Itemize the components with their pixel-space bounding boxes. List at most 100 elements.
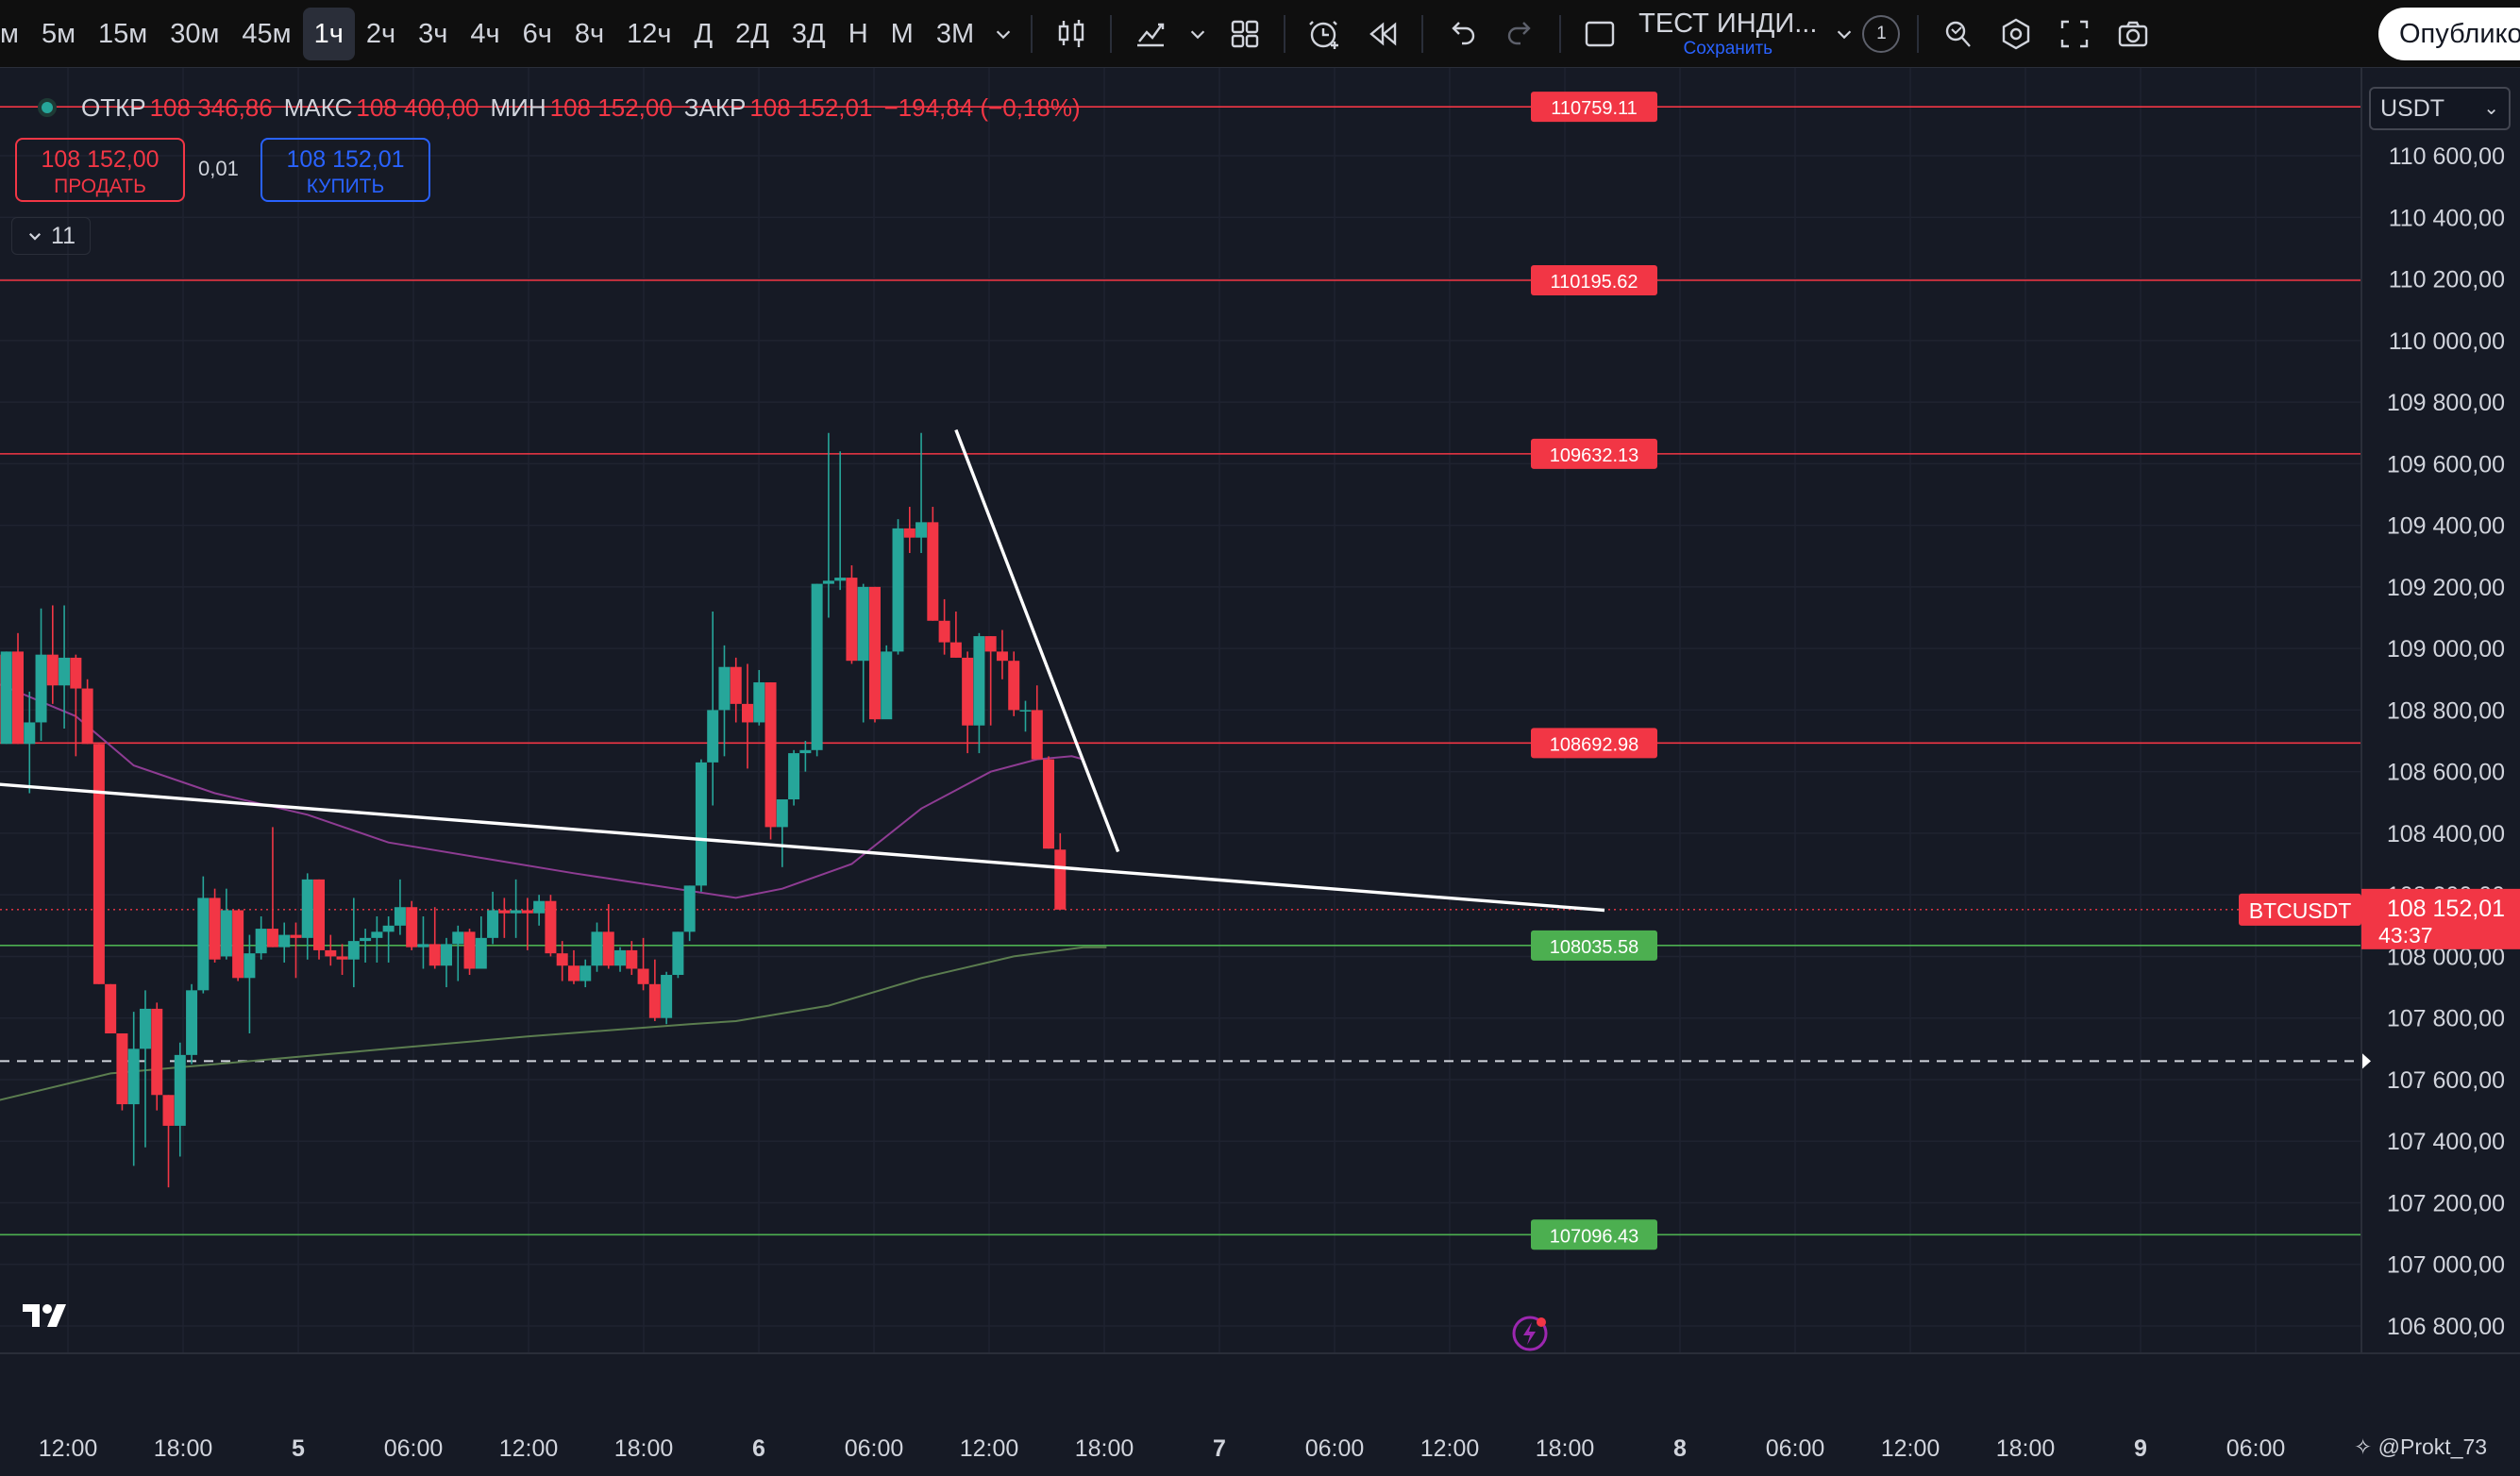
- y-tick-label: 108 400,00: [2387, 821, 2505, 847]
- undo-icon[interactable]: [1433, 8, 1491, 60]
- alert-icon[interactable]: [1295, 8, 1353, 60]
- y-tick-label: 110 200,00: [2389, 267, 2505, 294]
- timeframe-10[interactable]: 8ч: [574, 18, 605, 49]
- chevron-down-icon[interactable]: [985, 8, 1021, 60]
- timeframe-17[interactable]: 3М: [935, 18, 975, 49]
- candle-body: [949, 642, 962, 658]
- x-tick-label: 12:00: [960, 1435, 1019, 1462]
- y-tick-label: 107 600,00: [2387, 1067, 2505, 1094]
- level-tag: [1531, 438, 1657, 469]
- symbol-tag-label: BTCUSDT: [2249, 898, 2352, 923]
- candle-body: [984, 636, 997, 652]
- horizontal-levels[interactable]: [0, 106, 2371, 1236]
- replay-icon[interactable]: [1353, 8, 1412, 60]
- candle-body: [336, 956, 348, 960]
- buy-button[interactable]: 108 152,01 КУПИТЬ: [260, 138, 430, 202]
- timeframe-1[interactable]: 5м: [41, 18, 76, 49]
- timeframe-7[interactable]: 3ч: [418, 18, 448, 49]
- timeframe-3[interactable]: 30м: [170, 18, 220, 49]
- lightning-alert-icon[interactable]: [1510, 1314, 1550, 1353]
- spread-value: 0,01: [198, 157, 239, 180]
- separator: [1110, 14, 1113, 53]
- layout-icon[interactable]: [1571, 8, 1629, 60]
- search-icon[interactable]: [1928, 8, 1987, 60]
- candle-body: [648, 983, 661, 1018]
- publish-button[interactable]: Опубликовать: [2378, 8, 2520, 60]
- author-name: @Prokt_73: [2377, 1434, 2488, 1459]
- open-value: 108 346,86: [149, 92, 273, 122]
- time-axis[interactable]: 12:00 18:00 5 06:00 12:00 18:00 6 06:00 12:00 18:…: [0, 1352, 2520, 1476]
- candle-body: [776, 799, 788, 828]
- timeframe-13[interactable]: 2Д: [735, 18, 769, 49]
- timeframe-11[interactable]: 12ч: [627, 18, 672, 49]
- candle-body: [1031, 710, 1043, 760]
- price-axis[interactable]: 110 600,00 110 400,00 110 200,00 110 000,00…: [2360, 68, 2505, 1353]
- candles-icon[interactable]: [1042, 8, 1100, 60]
- trendlines[interactable]: [0, 428, 1605, 913]
- x-tick-label: 06:00: [1305, 1435, 1365, 1462]
- legend-collapse-button[interactable]: 11: [11, 217, 91, 255]
- x-tick-label: 18:00: [154, 1435, 213, 1462]
- redo-icon[interactable]: [1491, 8, 1550, 60]
- timeframe-5[interactable]: 1ч: [302, 7, 355, 60]
- candle-body: [753, 682, 765, 723]
- timeframe-14[interactable]: 3Д: [791, 18, 826, 49]
- timeframe-9[interactable]: 6ч: [522, 18, 552, 49]
- chevron-down-icon[interactable]: [1180, 8, 1216, 60]
- candle-body: [834, 578, 847, 581]
- timeframe-0[interactable]: м: [0, 18, 19, 49]
- market-status-dot: [38, 98, 57, 117]
- currency-select[interactable]: USDT ⌄: [2369, 87, 2511, 130]
- timeframe-4[interactable]: 45м: [242, 18, 292, 49]
- timeframe-12[interactable]: Д: [694, 18, 714, 49]
- author-watermark: ✧ @Prokt_73: [2354, 1434, 2487, 1460]
- candle-body: [1019, 710, 1032, 712]
- separator: [1421, 14, 1424, 53]
- timeframe-2[interactable]: 15м: [98, 18, 148, 49]
- candle-body: [105, 983, 117, 1034]
- sell-label: ПРОДАТЬ: [54, 176, 146, 197]
- indicator-name-label: ТЕСТ ИНДИ...: [1638, 8, 1818, 39]
- candle-body: [811, 583, 823, 750]
- candle-body: [591, 931, 603, 966]
- buy-price: 108 152,01: [286, 146, 405, 173]
- ma-short-line: [0, 683, 1084, 899]
- sell-button[interactable]: 108 152,00 ПРОДАТЬ: [15, 138, 185, 202]
- level-tag-label: 109632.13: [1550, 445, 1639, 466]
- x-tick-label: 12:00: [499, 1435, 559, 1462]
- candle-body: [255, 929, 267, 954]
- candle-body: [846, 578, 858, 662]
- indicators-icon[interactable]: [1121, 8, 1180, 60]
- timeframe-16[interactable]: М: [890, 18, 914, 49]
- candle-body: [81, 688, 93, 745]
- candle-body: [325, 949, 337, 957]
- candle-body: [290, 934, 302, 938]
- candle-body: [1008, 661, 1020, 711]
- x-tick-label: 12:00: [39, 1435, 98, 1462]
- fullscreen-icon[interactable]: [2045, 8, 2104, 60]
- price-chart[interactable]: 110759.11 110195.62 109632.13 108692.98 1080…: [0, 68, 2520, 1476]
- x-tick-label: 18:00: [1536, 1435, 1595, 1462]
- timeframe-15[interactable]: Н: [848, 18, 868, 49]
- y-tick-label: 107 200,00: [2387, 1190, 2505, 1216]
- indicator-save-label[interactable]: Сохранить: [1683, 38, 1772, 59]
- y-tick-label: 108 600,00: [2387, 760, 2505, 786]
- camera-icon[interactable]: [2104, 8, 2162, 60]
- tradingview-logo[interactable]: [21, 1300, 79, 1331]
- y-tick-label: 107 000,00: [2387, 1252, 2505, 1279]
- timeframe-8[interactable]: 4ч: [470, 18, 500, 49]
- candle-body: [428, 944, 441, 966]
- indicator-count: 11: [51, 222, 76, 249]
- chevron-down-icon[interactable]: [1826, 8, 1862, 60]
- candle-body: [695, 762, 707, 886]
- candle-body: [521, 910, 533, 914]
- candle-body: [510, 910, 522, 914]
- candle-body: [70, 657, 82, 689]
- settings-icon[interactable]: [1987, 8, 2045, 60]
- templates-icon[interactable]: [1216, 8, 1274, 60]
- indicator-count-badge[interactable]: 1: [1862, 14, 1901, 53]
- indicator-title[interactable]: ТЕСТ ИНДИ... Сохранить: [1629, 8, 1826, 59]
- candle-body: [463, 931, 476, 969]
- timeframe-6[interactable]: 2ч: [365, 18, 396, 49]
- x-tick-label: 12:00: [1881, 1435, 1940, 1462]
